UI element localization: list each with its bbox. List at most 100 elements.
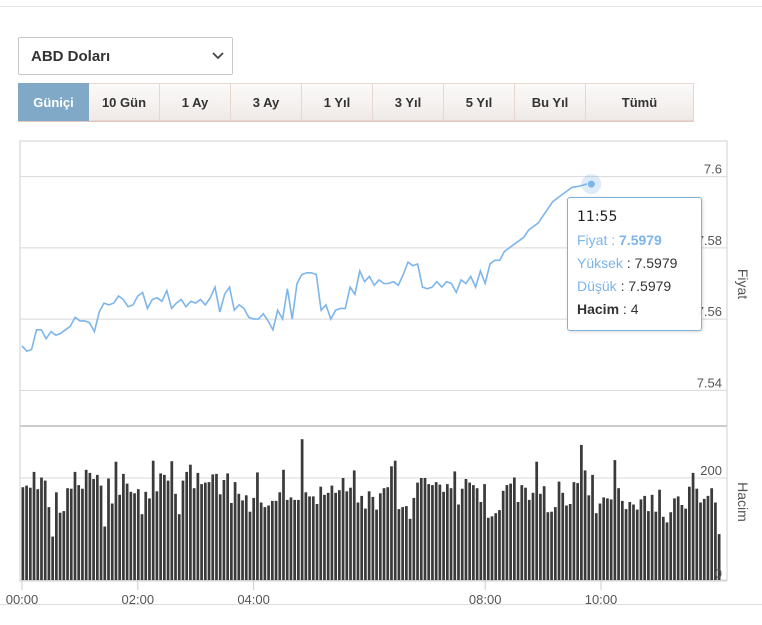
volume-bar: [114, 461, 118, 580]
tooltip-price-label: Fiyat: [577, 232, 608, 248]
volume-bar: [330, 485, 334, 580]
tab-label: 1 Ay: [181, 94, 209, 110]
volume-bar: [539, 493, 542, 580]
volume-bar: [25, 485, 28, 580]
tab-label: Güniçi: [33, 94, 74, 110]
tab-1-ay[interactable]: 1 Ay: [160, 83, 231, 121]
volume-bar: [166, 480, 170, 580]
x-tick-label: 00:00: [6, 592, 39, 607]
volume-bar: [483, 484, 486, 580]
volume-bar: [300, 439, 304, 580]
volume-bar: [263, 507, 267, 580]
volume-bar: [676, 496, 680, 580]
volume-bar: [237, 493, 241, 580]
volume-bar: [297, 499, 300, 580]
volume-bar: [654, 511, 658, 580]
volume-bar: [211, 474, 215, 580]
volume-bar: [587, 495, 591, 580]
volume-bar: [122, 473, 125, 580]
volume-bar: [270, 500, 274, 580]
tab-3-ay[interactable]: 3 Ay: [231, 83, 302, 121]
volume-bar: [702, 498, 706, 580]
volume-bar: [375, 509, 378, 580]
tab-1-yil[interactable]: 1 Yıl: [302, 83, 373, 121]
volume-bar: [196, 472, 200, 580]
volume-bar: [550, 511, 553, 580]
volume-bars: [21, 439, 721, 581]
tab-gunici[interactable]: Güniçi: [18, 83, 89, 121]
volume-bar: [397, 509, 401, 580]
volume-bar: [431, 485, 434, 580]
volume-bar: [252, 497, 256, 580]
tooltip-volume-value: 4: [630, 301, 639, 317]
volume-bar: [572, 482, 576, 580]
price-tick-label: 7.6: [704, 162, 722, 177]
y-axis-labels: 7.54 7.56 7.58 7.6 0 200: [697, 162, 722, 581]
volume-bar: [200, 484, 203, 580]
tooltip-high-label: Yüksek: [577, 255, 623, 271]
hover-marker-halo: [581, 174, 602, 195]
volume-bar: [460, 488, 464, 580]
volume-bar: [278, 492, 282, 580]
tab-label: Tümü: [621, 94, 658, 110]
volume-bar: [32, 471, 36, 580]
tab-3-yil[interactable]: 3 Yıl: [373, 83, 444, 121]
volume-bar: [66, 488, 69, 580]
volume-bar: [535, 461, 539, 580]
volume-bar: [609, 499, 613, 580]
x-axis: 00:00 02:00 04:00 08:00 10:00: [6, 581, 618, 607]
volume-bar: [133, 493, 136, 580]
volume-bar: [233, 482, 237, 580]
tab-10-gun[interactable]: 10 Gün: [89, 83, 160, 121]
volume-bar: [565, 505, 568, 580]
volume-bar: [706, 495, 710, 580]
volume-bar: [345, 491, 349, 580]
volume-bar: [598, 503, 602, 580]
x-tick-label: 02:00: [122, 592, 155, 607]
volume-bar: [244, 495, 248, 580]
volume-bar: [293, 499, 297, 580]
x-tick-label: 04:00: [237, 592, 270, 607]
tab-label: Bu Yıl: [531, 94, 569, 110]
volume-bar: [613, 460, 617, 580]
volume-bar: [177, 514, 181, 580]
top-divider: [0, 6, 762, 7]
volume-bar: [364, 508, 367, 580]
volume-bar: [129, 491, 133, 580]
volume-bar: [393, 460, 397, 580]
volume-bar: [259, 502, 263, 580]
volume-bar: [181, 480, 185, 580]
volume-bar: [449, 488, 453, 580]
volume-bar: [520, 485, 524, 580]
tab-bu-yil[interactable]: Bu Yıl: [515, 83, 586, 121]
volume-bar: [695, 488, 699, 580]
tab-5-yil[interactable]: 5 Yıl: [444, 83, 515, 121]
volume-bar: [680, 505, 684, 580]
x-tick-label: 10:00: [585, 592, 618, 607]
volume-bar: [416, 482, 419, 580]
volume-bar: [699, 502, 702, 580]
tab-tumu[interactable]: Tümü: [586, 83, 694, 121]
volume-bar: [241, 500, 244, 580]
volume-bar: [341, 478, 345, 580]
volume-bar: [434, 482, 438, 580]
volume-bar: [58, 512, 62, 580]
volume-bar: [684, 508, 687, 580]
volume-bar: [73, 471, 77, 580]
volume-bar: [624, 509, 628, 580]
currency-select[interactable]: ABD Doları: [18, 37, 233, 75]
volume-bar: [602, 497, 606, 580]
volume-bar: [691, 472, 695, 580]
x-tick-label: 08:00: [469, 592, 502, 607]
volume-bar: [501, 490, 505, 581]
volume-bar: [230, 503, 233, 580]
volume-bar: [472, 485, 475, 580]
volume-bar: [334, 492, 337, 580]
volume-bar: [647, 511, 650, 580]
volume-bar: [84, 469, 88, 580]
volume-bar: [189, 464, 192, 580]
plot-frame: [19, 140, 728, 582]
volume-bar: [349, 487, 352, 580]
volume-bar: [203, 482, 207, 580]
